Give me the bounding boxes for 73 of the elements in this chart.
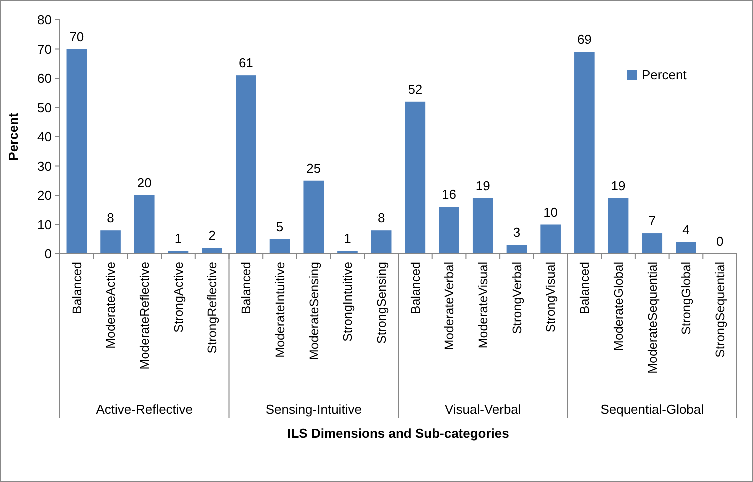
data-label: 61: [238, 56, 254, 71]
text: Active-Reflective: [96, 402, 194, 417]
y-tick-label: 10: [38, 217, 52, 232]
data-label: 52: [408, 82, 423, 97]
x-tick-label: Balanced: [240, 262, 254, 314]
x-tick-label: StrongSensing: [374, 262, 389, 344]
x-tick-label: ModerateGlobal: [612, 262, 626, 351]
data-label: 19: [611, 178, 626, 194]
y-tick-label: 30: [38, 158, 52, 174]
y-tick-label: 0: [44, 246, 52, 262]
x-axis-title: ILS Dimensions and Sub-categories: [288, 426, 510, 441]
data-label: 1: [174, 231, 182, 246]
bar: [540, 224, 561, 254]
data-label: 20: [137, 176, 152, 190]
x-tick-label: StrongVisual: [544, 262, 558, 333]
x-tick-label: ModerateSequential: [646, 262, 660, 374]
x-tick-label: StrongVerbal: [510, 262, 524, 334]
y-axis-title: Percent: [6, 112, 21, 161]
bar: [236, 76, 256, 254]
y-tick-label: 20: [38, 188, 52, 204]
bar: [472, 198, 494, 254]
x-tick-label: StrongGlobal: [680, 262, 694, 335]
x-tick-label: ModerateIntuitive: [273, 262, 288, 358]
data-label: 7: [648, 214, 656, 229]
x-tick-label: ModerateSensing: [307, 262, 322, 360]
bar: [100, 230, 121, 254]
data-label: 4: [682, 222, 690, 238]
x-tick-label: ModerateActive: [104, 262, 118, 349]
x-tick-label: ModerateVisual: [476, 262, 490, 349]
x-tick-label: StrongIntuitive: [341, 262, 356, 342]
data-label: 0: [716, 234, 724, 249]
data-label: 5: [276, 219, 284, 234]
data-label: 8: [107, 210, 114, 226]
data-label: 8: [378, 210, 386, 226]
x-tick-label: Balanced: [408, 262, 423, 314]
y-tick-label: 80: [38, 12, 52, 28]
bar: [676, 242, 696, 254]
bar: [642, 234, 663, 254]
data-label: 3: [513, 225, 521, 240]
y-tick-label: 60: [38, 71, 52, 86]
bar: [405, 102, 426, 254]
bar: [66, 49, 88, 254]
text: Visual-Verbal: [444, 402, 522, 417]
data-label: 25: [306, 160, 322, 176]
text: Sensing-Intuitive: [266, 402, 362, 417]
data-label: 19: [476, 178, 490, 194]
data-label: 10: [544, 204, 558, 220]
data-label: 2: [208, 228, 216, 244]
bar: [304, 180, 324, 254]
bar: [574, 52, 595, 254]
x-tick-label: StrongSequential: [713, 262, 728, 358]
text: Sequential-Global: [600, 402, 704, 417]
x-tick-label: StrongActive: [172, 262, 186, 333]
x-tick-label: Balanced: [70, 262, 84, 314]
x-tick-label: ModerateVerbal: [442, 262, 457, 350]
bar: [270, 239, 290, 254]
bar: [506, 245, 528, 254]
data-label: 69: [577, 32, 592, 48]
bar: [202, 248, 222, 254]
y-tick-label: 70: [38, 42, 52, 57]
data-label: 16: [442, 187, 457, 202]
legend-label: Percent: [642, 68, 688, 83]
data-label: 1: [344, 231, 352, 246]
bar: [608, 198, 629, 254]
y-tick-label: 40: [38, 130, 52, 145]
bar: [371, 230, 392, 254]
x-tick-label: ModerateReflective: [138, 262, 152, 370]
data-label: 70: [70, 29, 84, 44]
bar: [439, 207, 460, 254]
y-tick-label: 50: [38, 100, 52, 116]
x-tick-label: StrongReflective: [206, 262, 220, 354]
bar: [134, 196, 155, 254]
x-tick-label: Balanced: [578, 262, 592, 314]
